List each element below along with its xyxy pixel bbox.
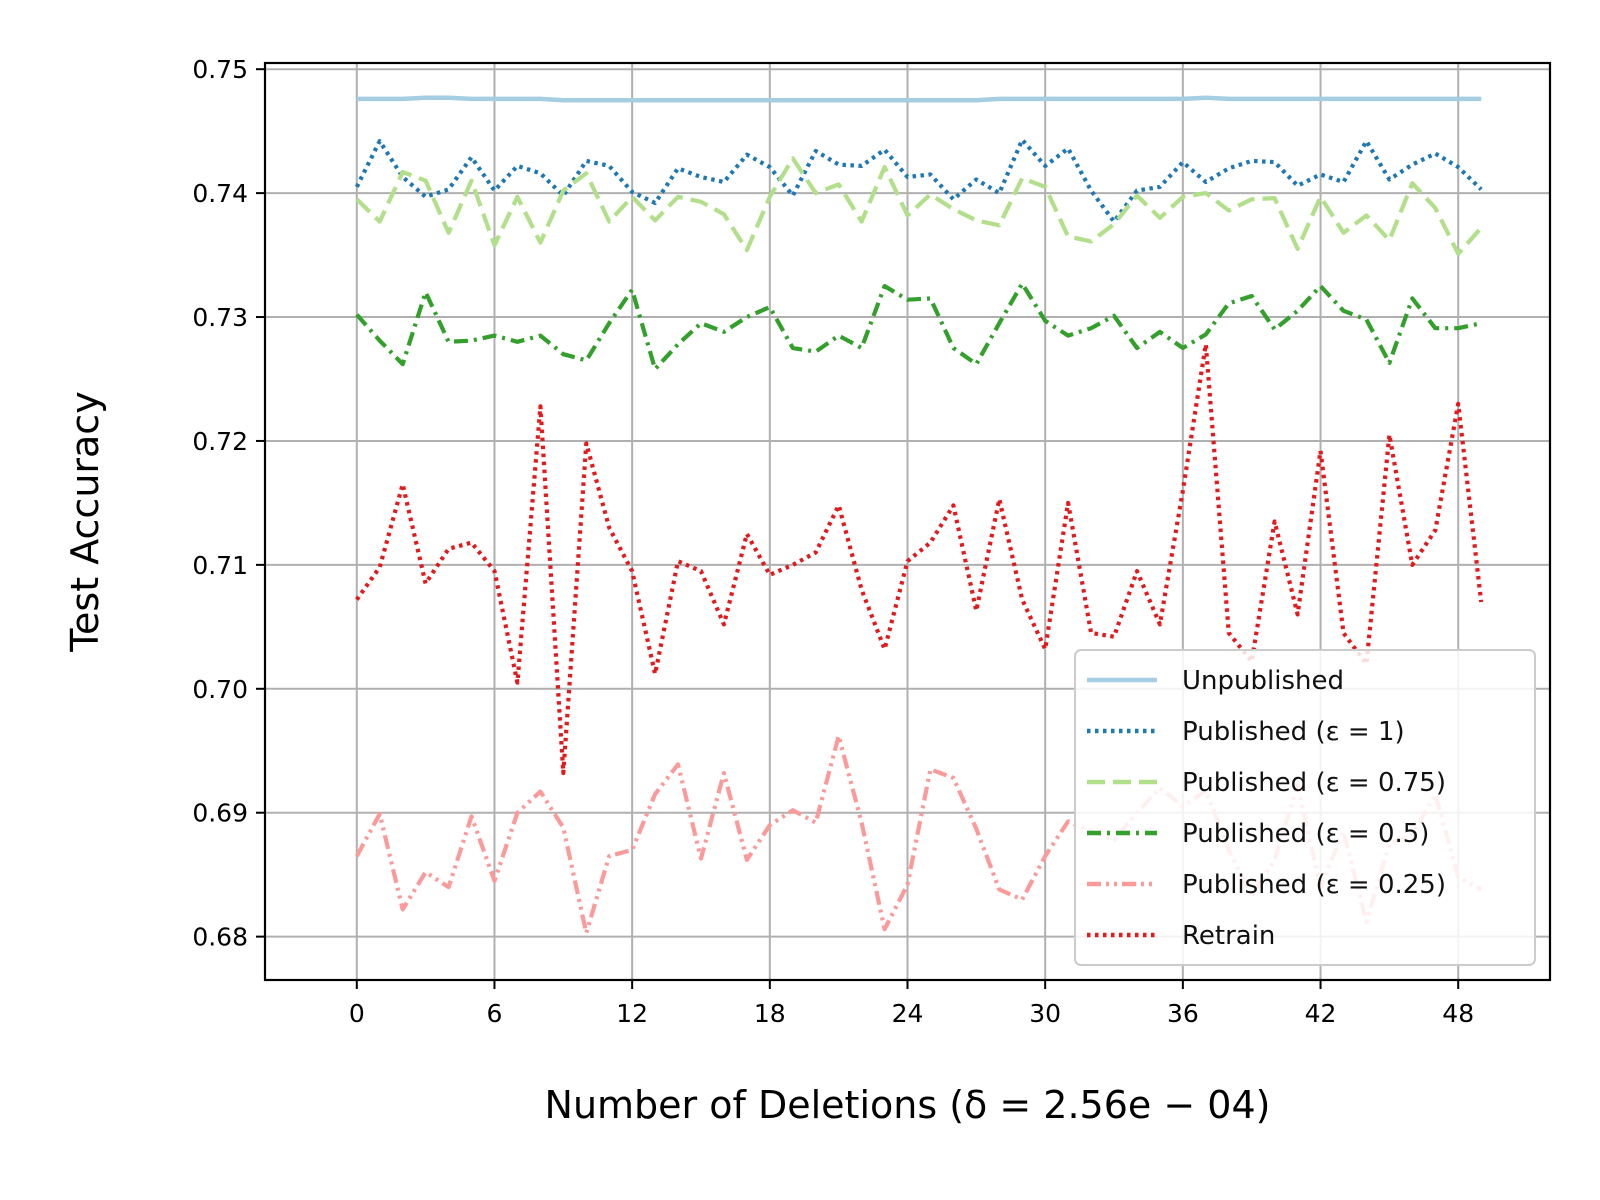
x-tick-label-2: 12 — [616, 999, 648, 1028]
y-tick-label-4: 0.72 — [192, 427, 248, 456]
x-tick-label-0: 0 — [349, 999, 365, 1028]
legend-box — [1074, 649, 1536, 966]
x-tick-label-5: 30 — [1029, 999, 1061, 1028]
legend: Unpublished Published (ε = 1) Published (ε… — [1074, 649, 1536, 966]
legend-label-4: Published (ε = 0.25) — [1182, 870, 1446, 900]
legend-label-0: Unpublished — [1182, 666, 1344, 696]
x-tick-label-3: 18 — [754, 999, 786, 1028]
y-tick-label-1: 0.69 — [192, 799, 248, 828]
y-tick-label-5: 0.73 — [192, 303, 248, 332]
legend-label-5: Retrain — [1182, 921, 1275, 951]
legend-label-1: Published (ε = 1) — [1182, 717, 1405, 747]
series-line-5 — [355, 342, 1484, 776]
y-tick-label-2: 0.70 — [192, 675, 248, 704]
y-tick-label-6: 0.74 — [192, 179, 248, 208]
series-line-2 — [355, 156, 1483, 256]
y-axis-label: Test Accuracy — [63, 391, 107, 652]
series-line-3 — [355, 281, 1482, 372]
x-tick-label-8: 48 — [1442, 999, 1474, 1028]
series-line-0 — [356, 95, 1482, 103]
y-tick-label-3: 0.71 — [192, 551, 248, 580]
x-tick-label-7: 42 — [1305, 999, 1337, 1028]
y-tick-label-7: 0.75 — [192, 55, 248, 84]
x-tick-label-4: 24 — [892, 999, 924, 1028]
x-axis-label: Number of Deletions (δ = 2.56e − 04) — [545, 1083, 1271, 1127]
axis-ticks: 0 6 12 18 24 30 36 42 48 0.68 0.69 0.70 0.71 0.72 0.73… — [192, 55, 1474, 1028]
x-tick-label-1: 6 — [487, 999, 503, 1028]
legend-label-2: Published (ε = 0.75) — [1182, 768, 1446, 798]
legend-label-3: Published (ε = 0.5) — [1182, 819, 1429, 849]
y-tick-label-0: 0.68 — [192, 923, 248, 952]
series-line-1 — [354, 137, 1483, 224]
x-tick-label-6: 36 — [1167, 999, 1199, 1028]
